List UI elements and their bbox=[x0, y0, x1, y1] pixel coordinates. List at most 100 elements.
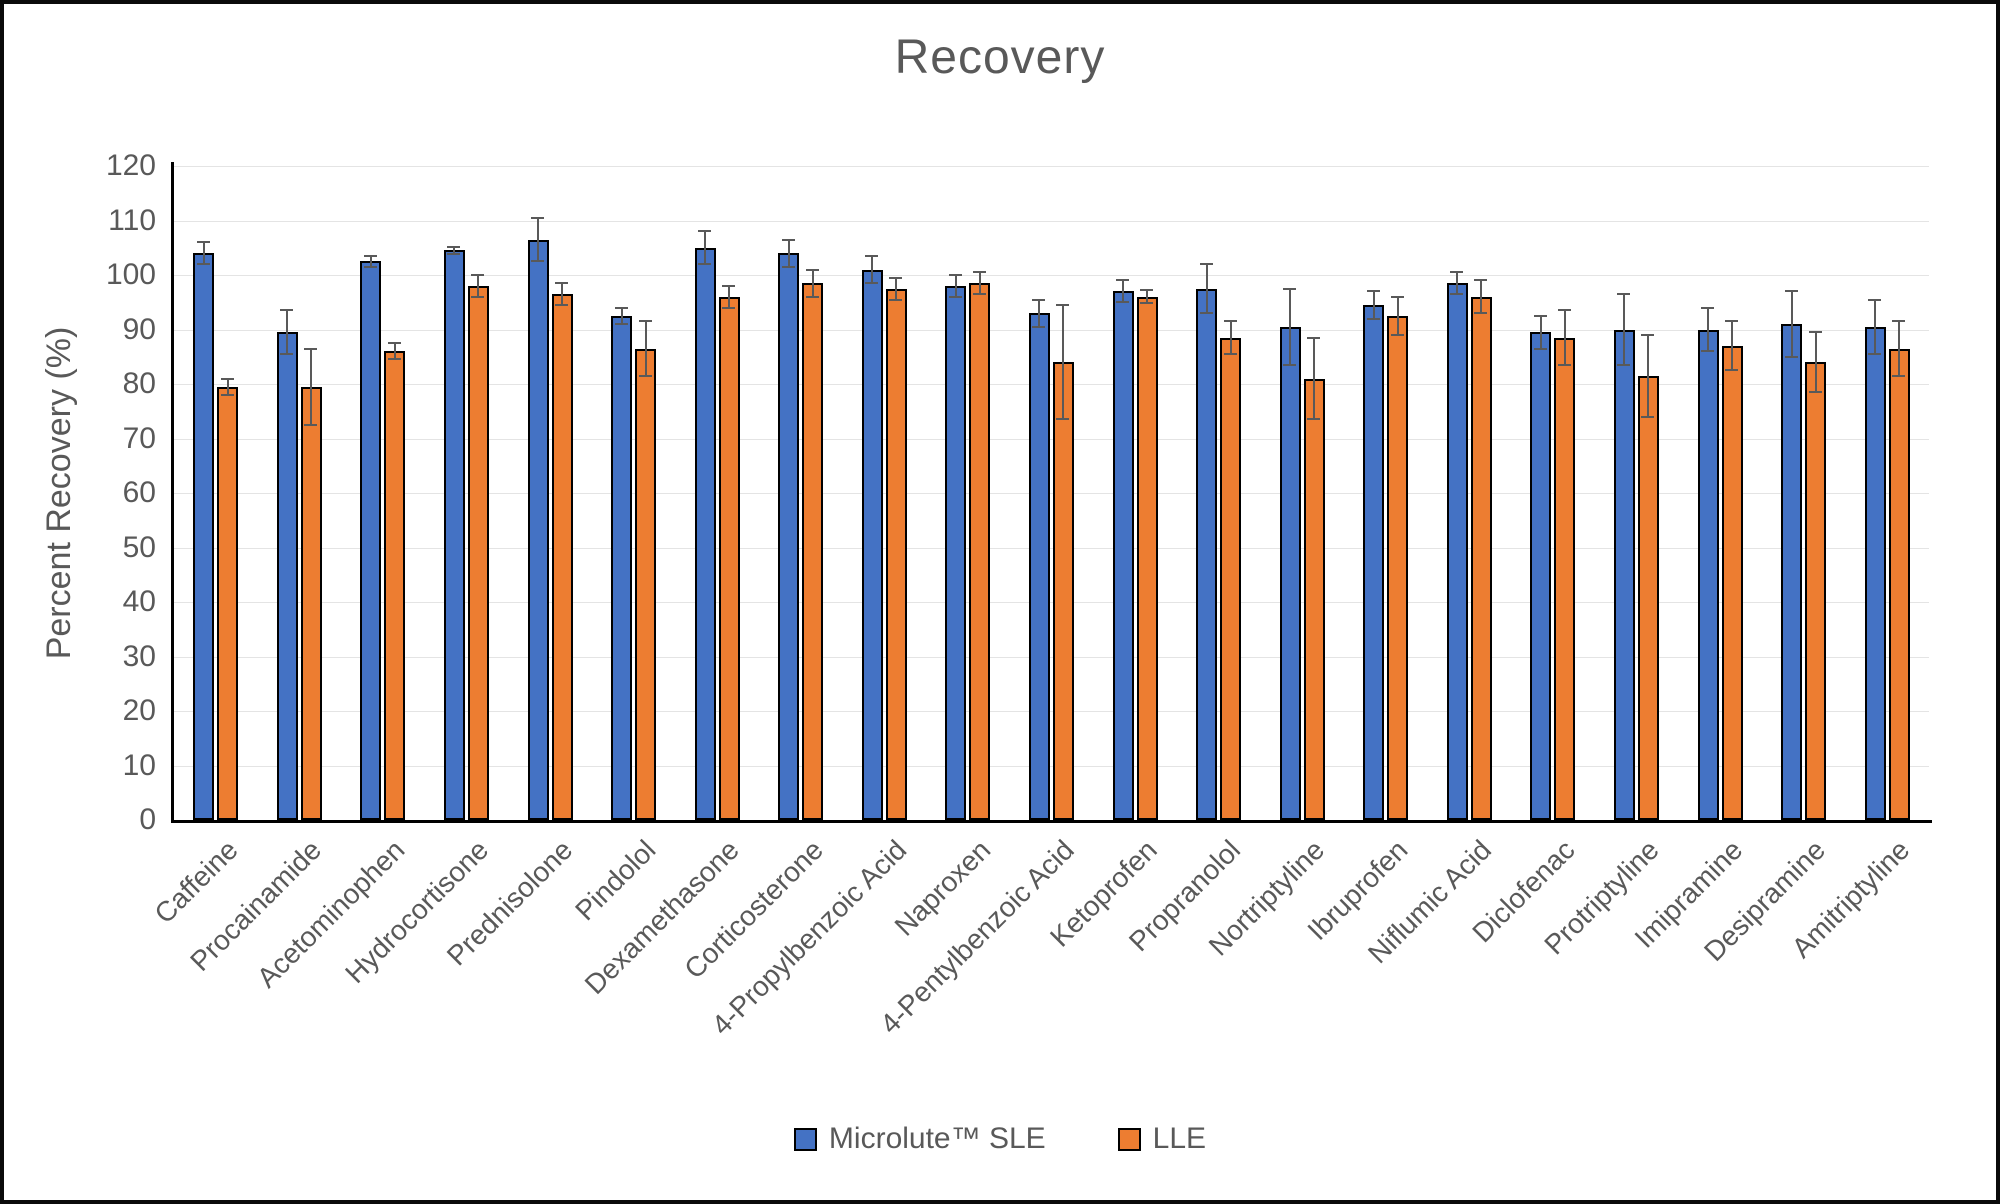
gridline bbox=[174, 275, 1929, 276]
bar-fill bbox=[1028, 313, 1050, 820]
y-tick-label: 60 bbox=[122, 476, 156, 509]
bar-lle bbox=[802, 268, 824, 820]
error-bar-cap-top bbox=[1868, 298, 1882, 301]
error-bar bbox=[202, 242, 205, 265]
bar-lle bbox=[1387, 295, 1409, 820]
legend-item: Microlute™ SLE bbox=[793, 1122, 1046, 1156]
bar-group bbox=[592, 166, 676, 820]
error-bar-cap-top bbox=[1617, 293, 1631, 296]
bar-microlute-sle bbox=[861, 254, 883, 820]
bar-microlute-sle bbox=[1530, 314, 1552, 820]
bar-group bbox=[1511, 166, 1595, 820]
bar-fill bbox=[1052, 362, 1074, 820]
error-bar-cap-bottom bbox=[471, 295, 485, 298]
error-bar bbox=[310, 348, 313, 425]
error-bar bbox=[369, 255, 372, 267]
gridline bbox=[174, 220, 1929, 222]
bar-fill bbox=[1220, 337, 1242, 820]
bar-microlute-sle bbox=[1697, 306, 1719, 820]
y-tick-label: 20 bbox=[122, 694, 156, 727]
bar-microlute-sle bbox=[611, 306, 633, 820]
bar-group bbox=[1010, 166, 1094, 820]
error-bar-cap-bottom bbox=[1032, 325, 1046, 328]
gridline bbox=[174, 493, 1929, 494]
bar-fill bbox=[1721, 345, 1743, 820]
bar-microlute-sle bbox=[1112, 279, 1134, 820]
bar-microlute-sle bbox=[1864, 298, 1886, 820]
error-bar-cap-top bbox=[1701, 306, 1715, 309]
error-bar-cap-bottom bbox=[722, 306, 736, 309]
bar-lle bbox=[1220, 320, 1242, 820]
error-bar bbox=[1539, 315, 1542, 349]
bar-microlute-sle bbox=[1446, 271, 1468, 820]
error-bar-cap-bottom bbox=[698, 263, 712, 266]
error-bar-cap-top bbox=[1557, 309, 1571, 312]
x-axis-label: Hydrocortisone bbox=[339, 834, 495, 990]
bar-lle bbox=[1721, 320, 1743, 820]
gridline bbox=[174, 656, 1929, 658]
bar-microlute-sle bbox=[1363, 290, 1385, 820]
bar-group bbox=[759, 166, 843, 820]
gridline bbox=[174, 765, 1929, 767]
bar-microlute-sle bbox=[1781, 290, 1803, 820]
error-bar bbox=[1623, 294, 1626, 365]
error-bar-cap-top bbox=[889, 276, 903, 279]
bar-microlute-sle bbox=[945, 274, 967, 820]
bar-microlute-sle bbox=[360, 254, 382, 820]
error-bar-cap-top bbox=[698, 230, 712, 233]
y-tick-label: 120 bbox=[105, 149, 156, 182]
error-bar-cap-bottom bbox=[220, 393, 234, 396]
error-bar-cap-bottom bbox=[555, 303, 569, 306]
error-bar bbox=[453, 246, 456, 255]
gridline bbox=[174, 329, 1929, 331]
bar-microlute-sle bbox=[1196, 263, 1218, 820]
error-bar-cap-top bbox=[972, 271, 986, 274]
error-bar-cap-top bbox=[948, 274, 962, 277]
bar-fill bbox=[217, 386, 239, 820]
error-bar-cap-bottom bbox=[1140, 302, 1154, 305]
bar-fill bbox=[1387, 315, 1409, 820]
bar-microlute-sle bbox=[1279, 287, 1301, 820]
bar-group bbox=[843, 166, 927, 820]
error-bar-cap-top bbox=[1533, 314, 1547, 317]
error-bar-cap-top bbox=[280, 309, 294, 312]
bar-fill bbox=[1196, 288, 1218, 820]
error-bar-cap-bottom bbox=[1725, 369, 1739, 372]
error-bar-cap-top bbox=[471, 274, 485, 277]
bar-fill bbox=[718, 296, 740, 820]
bar-fill bbox=[1446, 283, 1468, 820]
bar-fill bbox=[694, 247, 716, 820]
bar-microlute-sle bbox=[1028, 298, 1050, 820]
error-bar bbox=[954, 275, 957, 297]
bar-fill bbox=[551, 294, 573, 820]
error-bar bbox=[1790, 291, 1793, 357]
bar-group bbox=[258, 166, 342, 820]
error-bar-cap-top bbox=[614, 306, 628, 309]
y-tick-label: 100 bbox=[105, 258, 156, 291]
bar-fill bbox=[1279, 326, 1301, 820]
error-bar-cap-bottom bbox=[865, 282, 879, 285]
error-bar bbox=[1122, 280, 1125, 303]
error-bar bbox=[1229, 321, 1232, 355]
bar-fill bbox=[1530, 332, 1552, 820]
bar-fill bbox=[1112, 291, 1134, 820]
gridline bbox=[174, 438, 1929, 440]
y-tick-label: 40 bbox=[122, 585, 156, 618]
bar-microlute-sle bbox=[778, 238, 800, 820]
bar-group bbox=[508, 166, 592, 820]
bar-fill bbox=[802, 283, 824, 820]
bar-fill bbox=[1888, 348, 1910, 820]
error-bar-cap-bottom bbox=[196, 263, 210, 266]
error-bar-cap-top bbox=[1307, 336, 1321, 339]
bar-fill bbox=[1697, 329, 1719, 820]
bar-lle bbox=[635, 320, 657, 820]
bar-group bbox=[1093, 166, 1177, 820]
bar-group bbox=[174, 166, 258, 820]
error-bar-cap-top bbox=[1808, 331, 1822, 334]
error-bar bbox=[644, 321, 647, 376]
error-bar-cap-bottom bbox=[1283, 363, 1297, 366]
error-bar-cap-bottom bbox=[1641, 415, 1655, 418]
error-bar bbox=[871, 255, 874, 284]
error-bar-cap-top bbox=[805, 268, 819, 271]
bar-group bbox=[926, 166, 1010, 820]
